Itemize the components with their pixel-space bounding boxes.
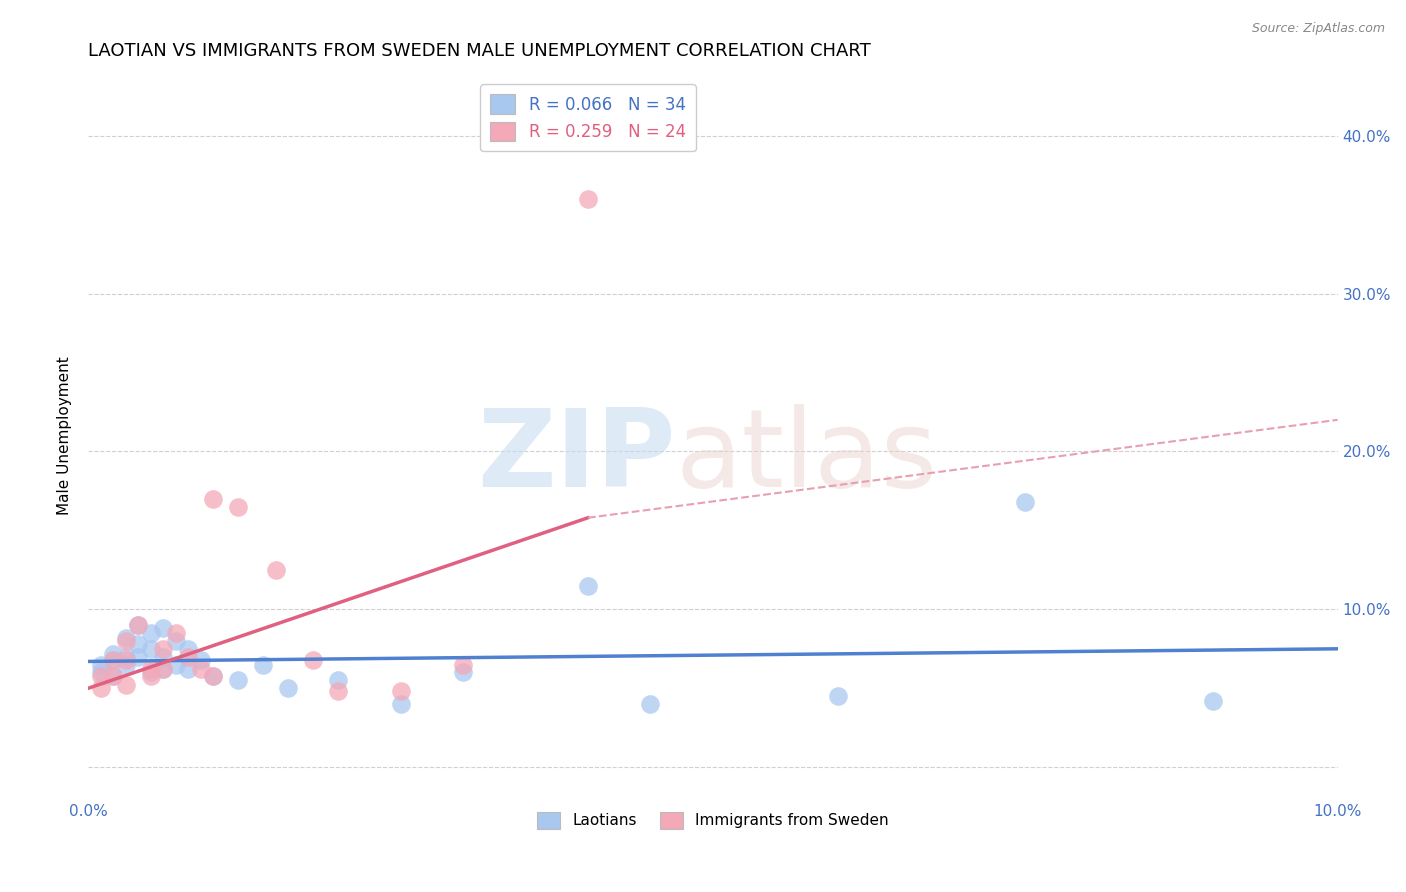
Point — [114, 653, 136, 667]
Point — [127, 649, 149, 664]
Point — [451, 657, 474, 672]
Point — [101, 647, 124, 661]
Point — [576, 192, 599, 206]
Point — [302, 653, 325, 667]
Point — [226, 673, 249, 688]
Point — [90, 681, 112, 696]
Point — [165, 634, 187, 648]
Point — [152, 641, 174, 656]
Text: Source: ZipAtlas.com: Source: ZipAtlas.com — [1251, 22, 1385, 36]
Point — [114, 631, 136, 645]
Point — [152, 649, 174, 664]
Text: LAOTIAN VS IMMIGRANTS FROM SWEDEN MALE UNEMPLOYMENT CORRELATION CHART: LAOTIAN VS IMMIGRANTS FROM SWEDEN MALE U… — [89, 42, 870, 60]
Point — [152, 662, 174, 676]
Y-axis label: Male Unemployment: Male Unemployment — [58, 356, 72, 515]
Point — [90, 668, 112, 682]
Point — [277, 681, 299, 696]
Legend: Laotians, Immigrants from Sweden: Laotians, Immigrants from Sweden — [531, 805, 894, 835]
Point — [451, 665, 474, 680]
Point — [1014, 495, 1036, 509]
Point — [114, 678, 136, 692]
Point — [139, 641, 162, 656]
Point — [165, 626, 187, 640]
Point — [177, 641, 200, 656]
Point — [139, 668, 162, 682]
Point — [152, 621, 174, 635]
Point — [190, 662, 212, 676]
Point — [90, 665, 112, 680]
Point — [252, 657, 274, 672]
Point — [101, 668, 124, 682]
Text: atlas: atlas — [675, 404, 938, 510]
Point — [101, 653, 124, 667]
Point — [640, 697, 662, 711]
Point — [152, 662, 174, 676]
Point — [389, 697, 412, 711]
Point — [127, 618, 149, 632]
Point — [139, 662, 162, 676]
Point — [177, 649, 200, 664]
Point — [202, 668, 225, 682]
Point — [326, 673, 349, 688]
Point — [226, 500, 249, 514]
Point — [326, 684, 349, 698]
Point — [114, 634, 136, 648]
Point — [576, 579, 599, 593]
Point — [190, 653, 212, 667]
Point — [139, 626, 162, 640]
Point — [1202, 694, 1225, 708]
Point — [101, 668, 124, 682]
Point — [165, 657, 187, 672]
Point — [114, 657, 136, 672]
Point — [127, 637, 149, 651]
Point — [101, 653, 124, 667]
Point — [202, 491, 225, 506]
Point — [114, 649, 136, 664]
Point — [127, 618, 149, 632]
Point — [177, 662, 200, 676]
Point — [827, 689, 849, 703]
Point — [264, 563, 287, 577]
Point — [139, 665, 162, 680]
Point — [389, 684, 412, 698]
Point — [202, 668, 225, 682]
Text: ZIP: ZIP — [477, 404, 675, 510]
Point — [90, 657, 112, 672]
